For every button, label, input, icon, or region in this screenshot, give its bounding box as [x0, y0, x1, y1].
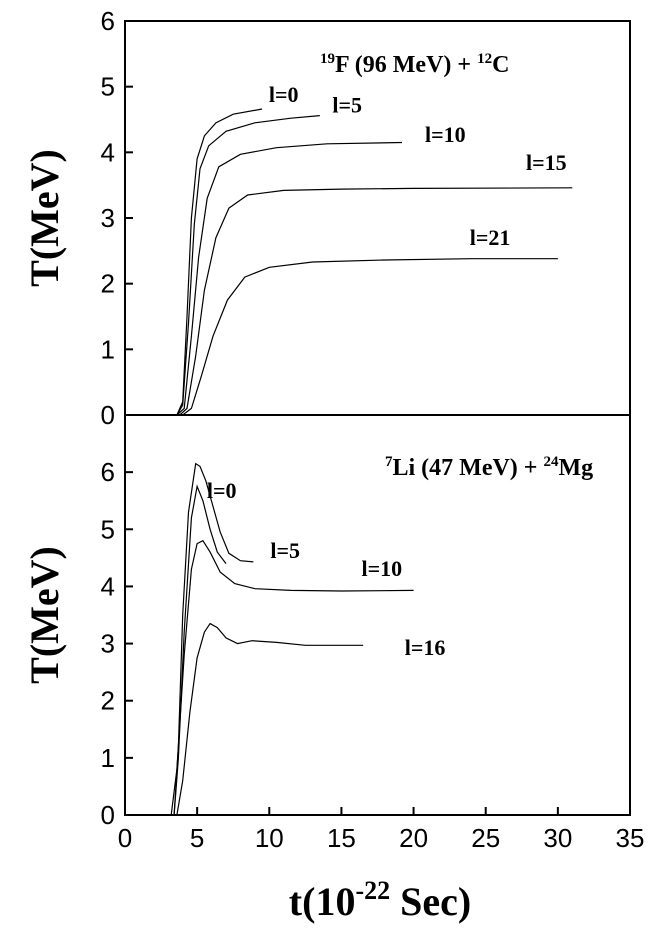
- top-series-l-5: [125, 115, 320, 416]
- bottom-y-tick-label: 2: [101, 686, 115, 716]
- x-tick-label: 35: [616, 823, 645, 853]
- x-tick-label: 5: [190, 823, 204, 853]
- top-series-label: l=21: [470, 225, 511, 250]
- top-title-iso2: 12: [477, 51, 492, 67]
- top-series-l-21: [125, 258, 558, 416]
- bottom-title-el1: Li (47 MeV) +: [393, 455, 544, 481]
- x-tick-label: 30: [543, 823, 572, 853]
- top-panel-title: 19F (96 MeV) + 12C: [320, 51, 509, 78]
- bottom-plot-frame: [124, 414, 631, 816]
- bottom-series-label: l=5: [270, 538, 300, 563]
- x-tick-label: 20: [399, 823, 428, 853]
- bottom-series-l-16: [125, 622, 364, 816]
- top-y-axis-title: T(MeV): [22, 149, 67, 287]
- bottom-series-l-0: [125, 462, 254, 816]
- top-y-tick-label: 3: [101, 203, 115, 233]
- top-title-el2: C: [492, 52, 509, 78]
- x-axis-title-sup: -22: [355, 876, 390, 905]
- bottom-y-tick-label: 4: [101, 571, 115, 601]
- bottom-title-iso1: 7: [385, 454, 393, 470]
- bottom-series-label: l=0: [207, 478, 237, 503]
- bottom-y-tick-label: 3: [101, 629, 115, 659]
- top-y-tick-label: 2: [101, 269, 115, 299]
- bottom-series-l-10: [125, 539, 414, 816]
- top-series-label: l=0: [269, 82, 299, 107]
- top-series-l-15: [125, 187, 573, 416]
- bottom-title-iso2: 24: [543, 454, 559, 470]
- x-tick-label: 15: [327, 823, 356, 853]
- top-series-label: l=15: [526, 150, 567, 175]
- top-title-el1: F (96 MeV) +: [335, 52, 477, 78]
- bottom-y-tick-label: 5: [101, 514, 115, 544]
- top-y-tick-label: 4: [101, 137, 115, 167]
- top-y-tick-label: 1: [101, 334, 115, 364]
- top-y-tick-label: 6: [101, 6, 115, 36]
- x-tick-label: 10: [255, 823, 284, 853]
- x-axis-title-post: Sec): [390, 879, 471, 924]
- x-tick-label: 0: [118, 823, 132, 853]
- bottom-panel-title: 7Li (47 MeV) + 24Mg: [385, 454, 593, 481]
- x-axis-title-pre: t(10: [289, 879, 356, 924]
- bottom-y-tick-label: 6: [101, 457, 115, 487]
- top-y-tick-label: 5: [101, 72, 115, 102]
- bottom-y-tick-label: 0: [101, 800, 115, 830]
- bottom-series-l-5: [125, 484, 227, 816]
- x-tick-label: 25: [471, 823, 500, 853]
- bottom-y-axis-title: T(MeV): [22, 546, 67, 684]
- top-series-l-0: [125, 108, 263, 416]
- top-y-tick-label: 0: [101, 400, 115, 430]
- top-series-label: l=10: [425, 122, 466, 147]
- x-axis-title: t(10-22 Sec): [289, 876, 471, 924]
- top-plot-frame: [124, 20, 631, 416]
- top-title-iso1: 19: [320, 51, 335, 67]
- bottom-series-label: l=10: [362, 556, 403, 581]
- top-series-label: l=5: [332, 92, 362, 117]
- bottom-y-tick-label: 1: [101, 743, 115, 773]
- top-series-l-10: [125, 141, 403, 416]
- bottom-title-el2: Mg: [558, 455, 593, 481]
- bottom-series-label: l=16: [405, 635, 446, 660]
